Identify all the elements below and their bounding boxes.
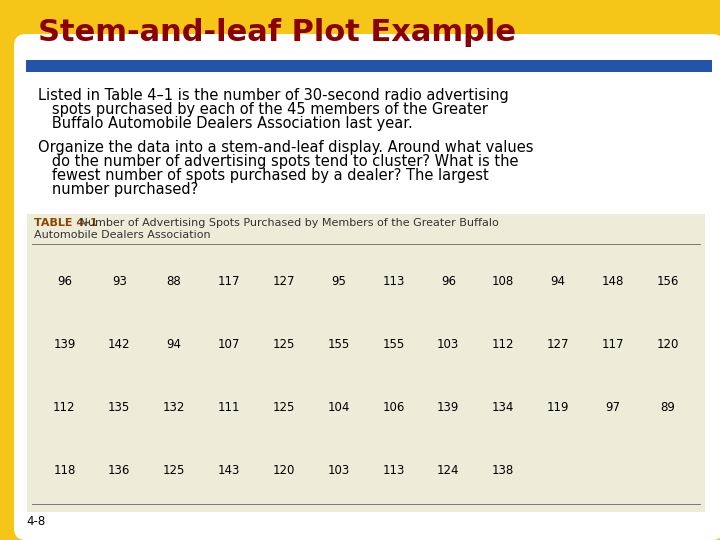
Text: 125: 125 [273, 401, 295, 414]
Text: 104: 104 [328, 401, 350, 414]
Text: 138: 138 [492, 464, 514, 477]
Text: 127: 127 [546, 338, 570, 351]
Text: 103: 103 [328, 464, 350, 477]
Text: 139: 139 [437, 401, 459, 414]
Text: 118: 118 [53, 464, 76, 477]
Text: 106: 106 [382, 401, 405, 414]
Text: 112: 112 [53, 401, 76, 414]
Text: 134: 134 [492, 401, 514, 414]
Text: 107: 107 [217, 338, 240, 351]
Text: spots purchased by each of the 45 members of the Greater: spots purchased by each of the 45 member… [38, 102, 488, 117]
Text: 113: 113 [382, 275, 405, 288]
Text: 88: 88 [167, 275, 181, 288]
Text: 94: 94 [166, 338, 181, 351]
Text: TABLE 4–1: TABLE 4–1 [34, 218, 98, 228]
Text: 94: 94 [550, 275, 565, 288]
Text: 119: 119 [546, 401, 570, 414]
Text: 103: 103 [437, 338, 459, 351]
Text: 108: 108 [492, 275, 514, 288]
Text: 132: 132 [163, 401, 185, 414]
Text: 136: 136 [108, 464, 130, 477]
Text: Stem-and-leaf Plot Example: Stem-and-leaf Plot Example [38, 18, 516, 47]
Text: 124: 124 [437, 464, 459, 477]
Text: Buffalo Automobile Dealers Association last year.: Buffalo Automobile Dealers Association l… [38, 116, 413, 131]
Text: 156: 156 [657, 275, 679, 288]
Text: Organize the data into a stem-and-leaf display. Around what values: Organize the data into a stem-and-leaf d… [38, 140, 534, 155]
Text: 97: 97 [606, 401, 620, 414]
Text: Automobile Dealers Association: Automobile Dealers Association [34, 230, 211, 240]
Text: fewest number of spots purchased by a dealer? The largest: fewest number of spots purchased by a de… [38, 168, 489, 183]
Text: 127: 127 [272, 275, 295, 288]
Text: do the number of advertising spots tend to cluster? What is the: do the number of advertising spots tend … [38, 154, 518, 169]
Text: 95: 95 [331, 275, 346, 288]
Text: 148: 148 [602, 275, 624, 288]
Text: 120: 120 [273, 464, 295, 477]
Bar [26, 60, 712, 72]
Text: 117: 117 [217, 275, 240, 288]
Text: 135: 135 [108, 401, 130, 414]
Text: 125: 125 [273, 338, 295, 351]
Text: 139: 139 [53, 338, 76, 351]
Bar [27, 214, 705, 512]
Text: 96: 96 [57, 275, 72, 288]
Text: Number of Advertising Spots Purchased by Members of the Greater Buffalo: Number of Advertising Spots Purchased by… [76, 218, 499, 228]
Text: Listed in Table 4–1 is the number of 30-second radio advertising: Listed in Table 4–1 is the number of 30-… [38, 88, 509, 103]
Text: 111: 111 [217, 401, 240, 414]
Text: 143: 143 [217, 464, 240, 477]
Text: 96: 96 [441, 275, 456, 288]
Text: 4-8: 4-8 [26, 515, 45, 528]
Text: 155: 155 [382, 338, 405, 351]
Text: 113: 113 [382, 464, 405, 477]
Text: 117: 117 [601, 338, 624, 351]
FancyBboxPatch shape [14, 34, 720, 540]
Text: number purchased?: number purchased? [38, 182, 198, 197]
Text: 125: 125 [163, 464, 185, 477]
Text: 120: 120 [657, 338, 679, 351]
Text: 89: 89 [660, 401, 675, 414]
Text: 155: 155 [328, 338, 350, 351]
Text: 93: 93 [112, 275, 127, 288]
Text: 142: 142 [108, 338, 130, 351]
Text: 112: 112 [492, 338, 514, 351]
